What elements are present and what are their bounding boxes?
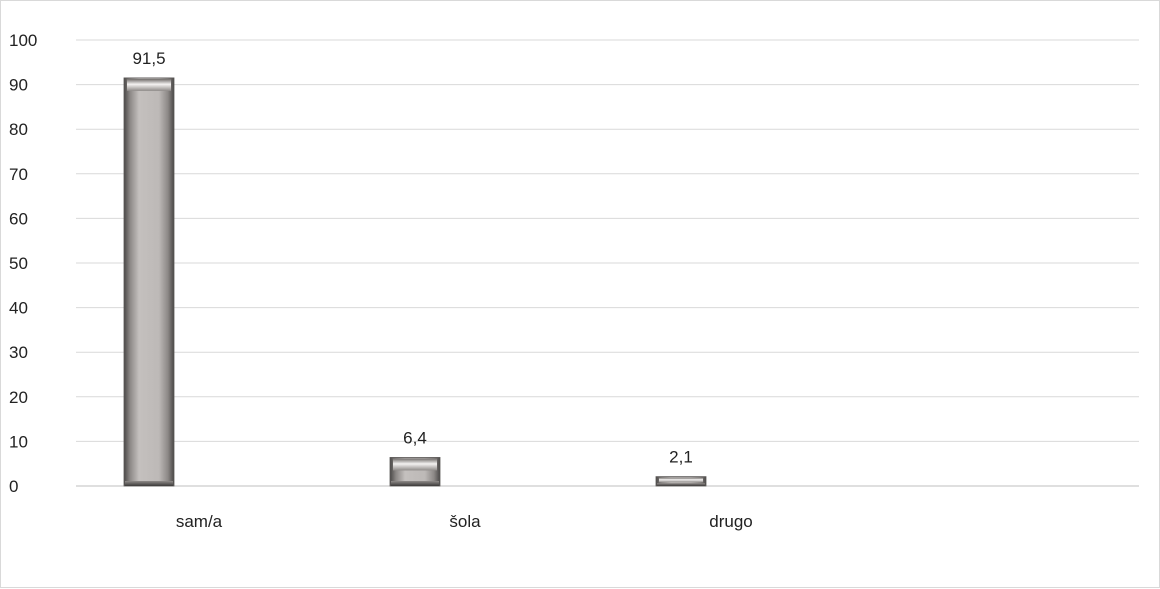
- y-tick-label: 0: [9, 477, 18, 496]
- data-labels: 91,5 6,4 2,1: [132, 49, 692, 467]
- y-tick-label: 20: [9, 388, 28, 407]
- bar-base: [125, 481, 173, 486]
- bar-3: [655, 476, 707, 487]
- data-label: 91,5: [132, 49, 165, 68]
- category-label: sam/a: [176, 512, 223, 531]
- gridlines: [76, 39, 1139, 487]
- bar-base: [657, 483, 705, 486]
- bar-highlight: [659, 477, 703, 483]
- data-label: 2,1: [669, 448, 693, 467]
- y-tick-label: 10: [9, 432, 28, 451]
- y-tick-label: 100: [9, 31, 37, 50]
- bars: [123, 77, 707, 487]
- y-tick-label: 60: [9, 209, 28, 228]
- y-tick-label: 80: [9, 120, 28, 139]
- bar-base: [391, 481, 439, 486]
- bar-2: [389, 457, 441, 487]
- bar-1: [123, 77, 175, 487]
- y-tick-label: 90: [9, 76, 28, 95]
- y-tick-label: 70: [9, 165, 28, 184]
- bar-highlight: [127, 78, 171, 91]
- bar-body: [123, 77, 175, 487]
- data-label: 6,4: [403, 428, 427, 447]
- x-axis-category-labels: sam/a šola drugo: [176, 512, 753, 531]
- y-tick-label: 50: [9, 254, 28, 273]
- y-tick-label: 30: [9, 343, 28, 362]
- bar-highlight: [393, 458, 437, 471]
- y-axis-tick-labels: 0 10 20 30 40 50 60 70 80 90 100: [9, 31, 37, 496]
- category-label: šola: [449, 512, 481, 531]
- y-tick-label: 40: [9, 299, 28, 318]
- category-label: drugo: [709, 512, 752, 531]
